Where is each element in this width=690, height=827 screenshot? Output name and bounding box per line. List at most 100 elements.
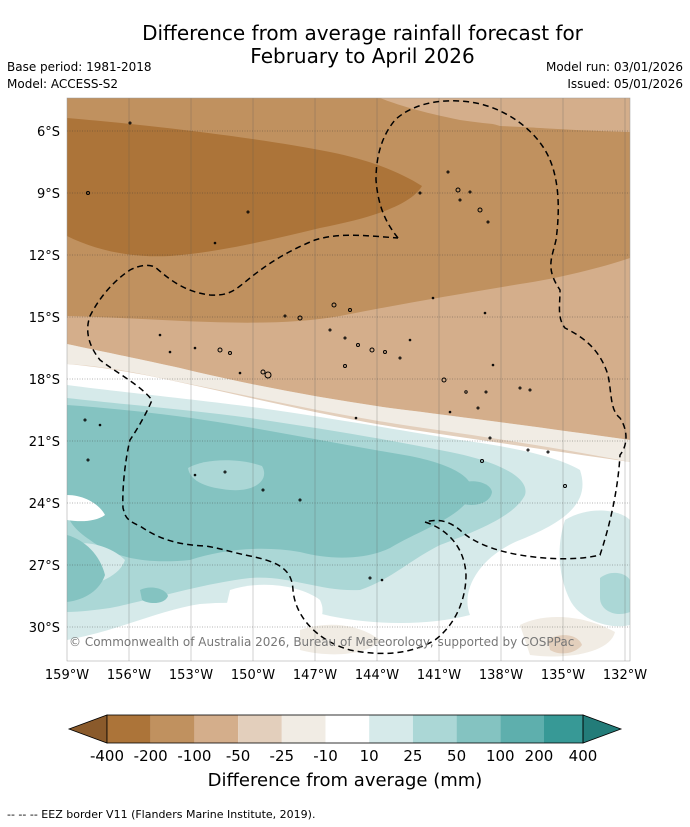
colorbar-tick-label: 25 (403, 747, 422, 765)
colorbar-tick-label: 100 (486, 747, 515, 765)
lon-label: 153°W (169, 668, 213, 683)
model-name: Model: ACCESS-S2 (7, 77, 119, 91)
island (213, 241, 217, 245)
island (193, 346, 197, 350)
latitude-axis: 6°S 9°S 12°S 15°S 18°S 21°S 24°S 27°S 30… (29, 125, 60, 636)
colorbar-segment (500, 715, 544, 743)
colorbar-segment (194, 715, 239, 743)
colorbar-extend-low (67, 714, 108, 744)
colorbar-segment (369, 715, 413, 743)
island (86, 458, 90, 462)
island (468, 190, 472, 194)
colorbar-segment (238, 715, 282, 743)
island (297, 315, 303, 321)
island (476, 406, 480, 410)
contour-inner-dark-1 (455, 481, 492, 505)
colorbar-tick-label: 400 (569, 747, 598, 765)
island (491, 363, 495, 367)
lat-label: 30°S (29, 621, 60, 636)
colorbar-title: Difference from average (mm) (207, 770, 483, 791)
contour-neutral-bottom-1 (300, 624, 380, 655)
lon-label: 159°W (45, 668, 89, 683)
island (193, 473, 197, 477)
island (328, 328, 332, 332)
title-line-1: Difference from average rainfall forecas… (142, 21, 583, 45)
lon-label: 147°W (293, 668, 337, 683)
island (83, 418, 87, 422)
colorbar-segment (107, 715, 151, 743)
colorbar-segment (281, 715, 326, 743)
contour-small-wet-patch (140, 587, 168, 604)
lat-label: 18°S (29, 373, 60, 388)
island (264, 371, 272, 379)
island (486, 220, 490, 224)
island (483, 311, 487, 315)
contour-neutral-strip (67, 344, 630, 462)
colorbar-tick-label: 50 (447, 747, 466, 765)
island (488, 436, 492, 440)
island (343, 364, 347, 368)
contour-white-pocket-1 (67, 495, 105, 522)
colorbar-segment (325, 715, 370, 743)
eez-footnote: -- -- -- EEZ border V11 (Flanders Marine… (7, 808, 316, 821)
lon-label: 141°W (417, 668, 461, 683)
title-line-2: February to April 2026 (250, 44, 475, 68)
island (458, 198, 462, 202)
island (238, 371, 242, 375)
colorbar-segment (544, 715, 583, 743)
lat-label: 6°S (37, 125, 60, 140)
island (260, 369, 266, 375)
island (528, 388, 532, 392)
contour-left-bottom-wet (67, 535, 105, 602)
lon-label: 138°W (479, 668, 523, 683)
colorbar-tick-label: -10 (313, 747, 338, 765)
colorbar-tick-label: 200 (525, 747, 554, 765)
lat-label: 9°S (37, 187, 60, 202)
colorbar-outline (106, 714, 584, 744)
colorbar-extend-high (582, 714, 623, 744)
colorbar-tick-label: -50 (226, 747, 251, 765)
lon-label: 135°W (541, 668, 585, 683)
meta-right: Model run: 03/01/2026 Issued: 05/01/2026 (546, 59, 683, 93)
issued-date: Issued: 05/01/2026 (567, 77, 683, 91)
island (343, 336, 347, 340)
island (368, 576, 372, 580)
island (398, 356, 402, 360)
lat-label: 12°S (29, 249, 60, 264)
lat-label: 15°S (29, 311, 60, 326)
island (369, 347, 375, 353)
island (356, 343, 360, 347)
island (98, 423, 102, 427)
island (261, 488, 265, 492)
colorbar: -400 -200 -100 -50 -25 -10 10 25 50 100 … (67, 714, 623, 765)
island (383, 350, 387, 354)
lat-label: 24°S (29, 497, 60, 512)
lat-label: 27°S (29, 559, 60, 574)
colorbar-tick-label: 10 (360, 747, 379, 765)
island (431, 296, 435, 300)
islands (83, 121, 567, 582)
island (441, 377, 447, 383)
island (408, 338, 412, 342)
longitude-gridlines (128, 98, 626, 661)
colorbar-ticks: -400 -200 -100 -50 -25 -10 10 25 50 100 … (90, 747, 597, 765)
lon-label: 156°W (107, 668, 151, 683)
island (158, 333, 162, 337)
island (228, 351, 232, 355)
island (446, 170, 450, 174)
island (380, 578, 384, 582)
island (477, 207, 483, 213)
contour-inner-light-1 (188, 460, 265, 491)
island (217, 347, 223, 353)
island (418, 191, 422, 195)
island (128, 121, 132, 125)
island (223, 470, 227, 474)
eez-border-south (87, 234, 467, 655)
contour-200-400-dry (67, 118, 422, 257)
lon-label: 144°W (355, 668, 399, 683)
meta-left: Base period: 1981-2018 Model: ACCESS-S2 (7, 59, 152, 93)
contour-50-100-wet (67, 405, 473, 562)
island (484, 390, 488, 394)
colorbar-tick-label: -200 (134, 747, 168, 765)
